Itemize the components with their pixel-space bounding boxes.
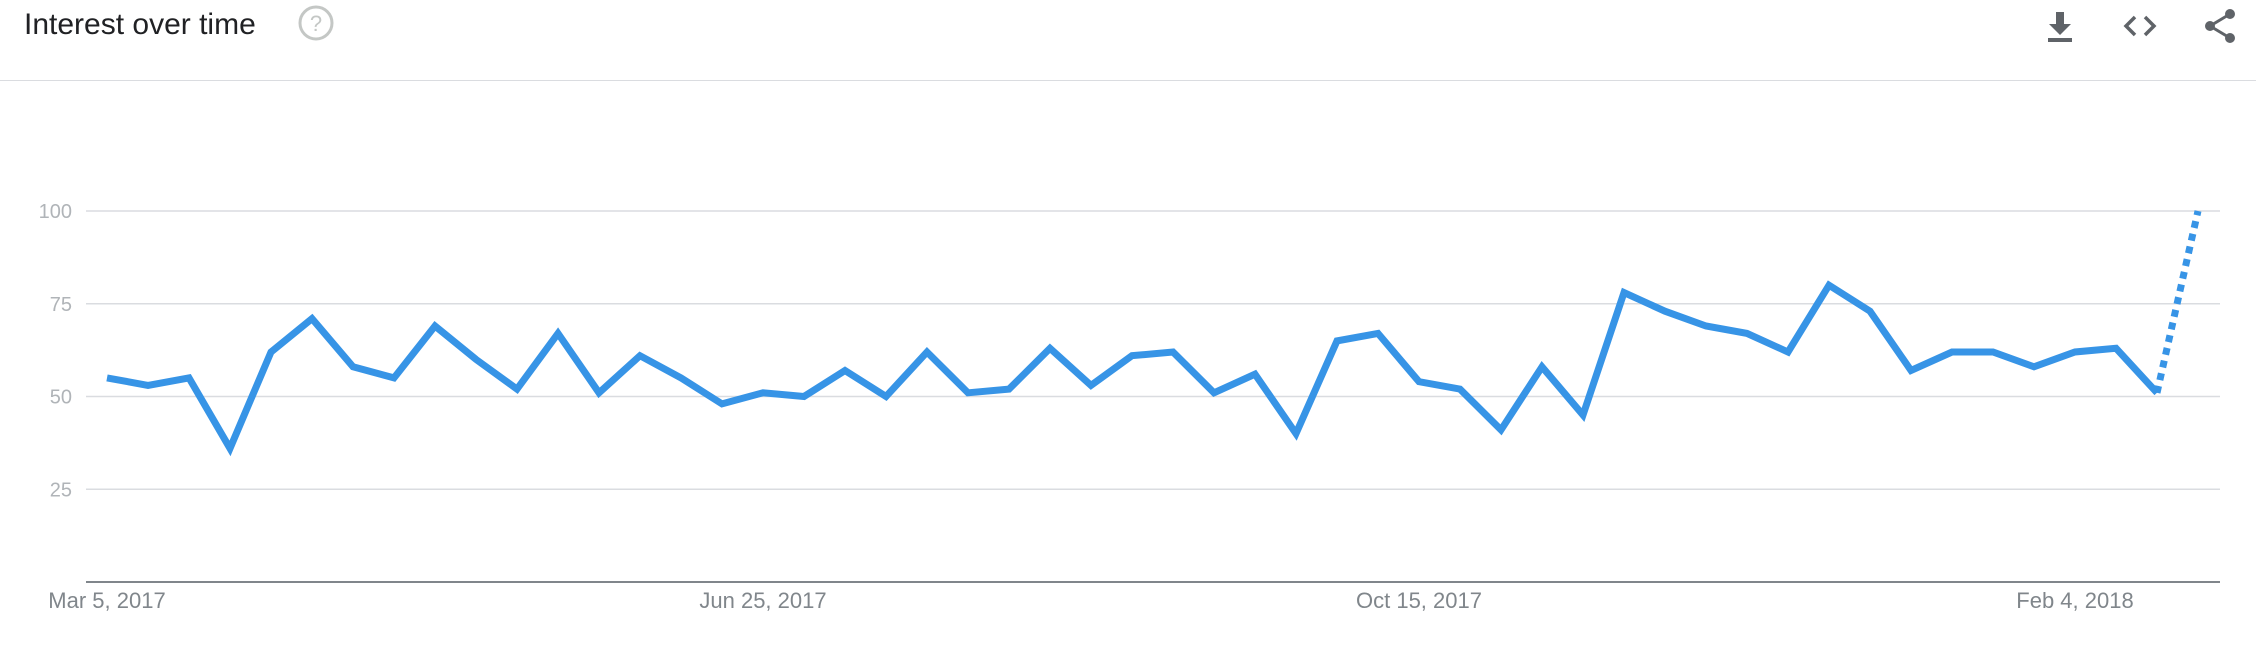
- data-point: [2154, 389, 2161, 396]
- data-point: [145, 382, 152, 389]
- data-point: [801, 393, 808, 400]
- data-point: [1006, 386, 1013, 393]
- data-point: [1457, 386, 1464, 393]
- data-point: [678, 374, 685, 381]
- data-point: [1088, 382, 1095, 389]
- label-layer: 25 50 75 100 Mar 5, 2017 Jun 25, 2017 Oct 15, …: [39, 201, 2134, 613]
- series-layer: [106, 210, 2202, 457]
- help-circle-icon[interactable]: ?: [298, 5, 334, 41]
- data-point: [883, 393, 890, 400]
- data-point: [104, 374, 111, 381]
- data-point: [2113, 345, 2120, 352]
- data-point: [391, 374, 398, 381]
- data-point: [227, 445, 234, 452]
- data-point: [1867, 308, 1874, 315]
- data-point: [309, 315, 316, 322]
- data-point: [1744, 330, 1751, 337]
- data-point: [1580, 412, 1587, 419]
- data-point: [842, 367, 849, 374]
- data-point: [1826, 282, 1833, 289]
- data-point: [1785, 349, 1792, 356]
- data-point: [2031, 363, 2038, 370]
- data-point: [1170, 349, 1177, 356]
- x-tick-label: Oct 15, 2017: [1356, 588, 1482, 613]
- series-line-partial: [2153, 210, 2202, 394]
- svg-text:?: ?: [310, 11, 322, 36]
- y-tick-label: 50: [50, 387, 72, 409]
- code-brackets-icon[interactable]: [2120, 6, 2160, 46]
- data-point: [2072, 349, 2079, 356]
- data-point: [1621, 289, 1628, 296]
- data-point: [1498, 426, 1505, 433]
- data-point: [1949, 349, 1956, 356]
- data-point: [1047, 345, 1054, 352]
- x-tick-label: Mar 5, 2017: [48, 588, 165, 613]
- data-point: [760, 389, 767, 396]
- data-point: [2195, 208, 2202, 215]
- data-point: [965, 389, 972, 396]
- data-point: [186, 374, 193, 381]
- y-tick-label: 25: [50, 479, 72, 501]
- data-point: [514, 386, 521, 393]
- data-point: [1703, 323, 1710, 330]
- data-point: [1416, 378, 1423, 385]
- chart-title: Interest over time: [24, 8, 256, 41]
- data-point: [1375, 330, 1382, 337]
- chart-header: Interest over time ?: [0, 0, 2256, 81]
- data-point: [596, 389, 603, 396]
- share-icon[interactable]: [2200, 6, 2240, 46]
- data-point: [1662, 308, 1669, 315]
- data-point: [1908, 367, 1915, 374]
- data-point: [924, 349, 931, 356]
- data-point: [432, 323, 439, 330]
- download-icon[interactable]: [2040, 6, 2080, 46]
- data-point: [719, 400, 726, 407]
- data-point: [1252, 371, 1259, 378]
- data-point: [1129, 352, 1136, 359]
- interest-chart: 25 50 75 100 Mar 5, 2017 Jun 25, 2017 Oct 15, …: [0, 80, 2256, 654]
- x-tick-label: Feb 4, 2018: [2016, 588, 2133, 613]
- series-line: [106, 280, 2160, 457]
- data-point: [637, 352, 644, 359]
- data-point: [1990, 349, 1997, 356]
- data-point: [1211, 389, 1218, 396]
- y-tick-label: 75: [50, 294, 72, 316]
- line-chart-svg: 25 50 75 100 Mar 5, 2017 Jun 25, 2017 Oct 15, …: [39, 201, 2220, 613]
- data-point: [1293, 430, 1300, 437]
- x-tick-label: Jun 25, 2017: [699, 588, 826, 613]
- data-point: [1539, 363, 1546, 370]
- data-point: [473, 356, 480, 363]
- data-point: [1334, 337, 1341, 344]
- data-point: [350, 363, 357, 370]
- data-point: [268, 349, 275, 356]
- y-tick-label: 100: [39, 201, 72, 223]
- data-point: [555, 330, 562, 337]
